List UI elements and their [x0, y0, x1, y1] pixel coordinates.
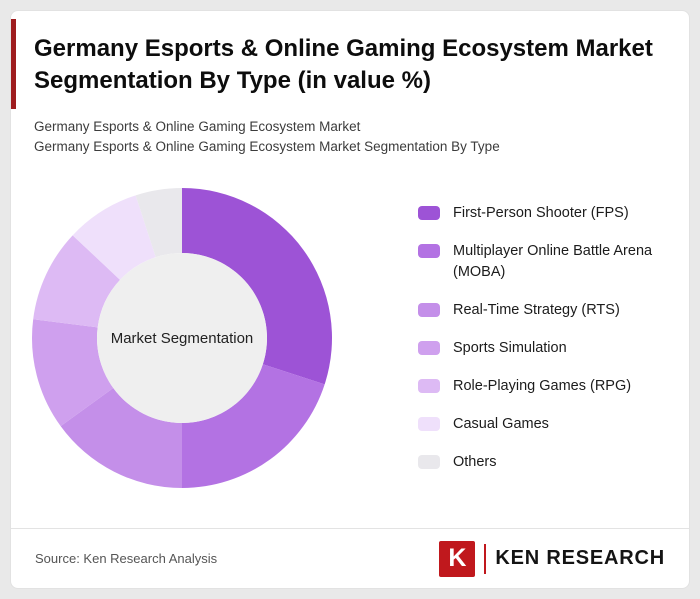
source-text: Source: Ken Research Analysis	[35, 551, 218, 566]
donut-chart: Market Segmentation	[31, 187, 333, 489]
legend-item: Others	[418, 452, 673, 473]
legend-swatch	[418, 341, 440, 356]
chart-title: Germany Esports & Online Gaming Ecosyste…	[34, 35, 653, 94]
ken-research-logo: K KEN RESEARCH	[439, 540, 665, 577]
legend-item: Role-Playing Games (RPG)	[418, 376, 673, 397]
legend-label: Others	[453, 454, 497, 471]
legend-swatch	[418, 417, 440, 432]
legend-item: Real-Time Strategy (RTS)	[418, 300, 673, 321]
donut-segment-5	[72, 195, 156, 280]
title-accent-bar	[11, 19, 16, 109]
subtitle-line-1: Germany Esports & Online Gaming Ecosyste…	[34, 119, 361, 134]
donut-segment-1	[182, 364, 325, 488]
legend-item: Sports Simulation	[418, 338, 673, 359]
legend-item: Casual Games	[418, 414, 673, 435]
donut-segment-3	[31, 319, 114, 427]
report-card: Germany Esports & Online Gaming Ecosyste…	[10, 10, 690, 589]
legend-label: Sports Simulation	[453, 340, 567, 357]
legend-label: Multiplayer Online Battle Arena (MOBA)	[453, 243, 653, 281]
legend-label: First-Person Shooter (FPS)	[453, 205, 629, 221]
chart-legend: First-Person Shooter (FPS) Multiplayer On…	[418, 203, 673, 473]
logo-letter: K	[448, 544, 467, 572]
legend-swatch	[418, 303, 440, 318]
donut-segment-4	[33, 235, 121, 328]
donut-segment-2	[60, 387, 182, 488]
logo-divider	[484, 543, 487, 574]
logo-text: KEN RESEARCH	[495, 547, 665, 569]
legend-item: Multiplayer Online Battle Arena (MOBA)	[418, 241, 673, 283]
legend-swatch	[418, 379, 440, 394]
footer: Source: Ken Research Analysis K KEN RESE…	[11, 528, 689, 588]
legend-label: Real-Time Strategy (RTS)	[453, 302, 620, 319]
ken-research-logo-icon: K	[439, 540, 476, 577]
legend-swatch	[418, 455, 440, 470]
donut-chart-svg	[31, 188, 332, 488]
subtitle-line-2: Germany Esports & Online Gaming Ecosyste…	[34, 139, 500, 154]
legend-item: First-Person Shooter (FPS)	[418, 203, 673, 224]
legend-label: Role-Playing Games (RPG)	[453, 378, 632, 395]
legend-label: Casual Games	[453, 416, 549, 433]
legend-swatch	[418, 206, 440, 220]
donut-segment-6	[135, 188, 182, 258]
donut-segment-0	[182, 188, 332, 385]
legend-swatch	[418, 244, 440, 259]
donut-center-hole	[97, 253, 267, 423]
